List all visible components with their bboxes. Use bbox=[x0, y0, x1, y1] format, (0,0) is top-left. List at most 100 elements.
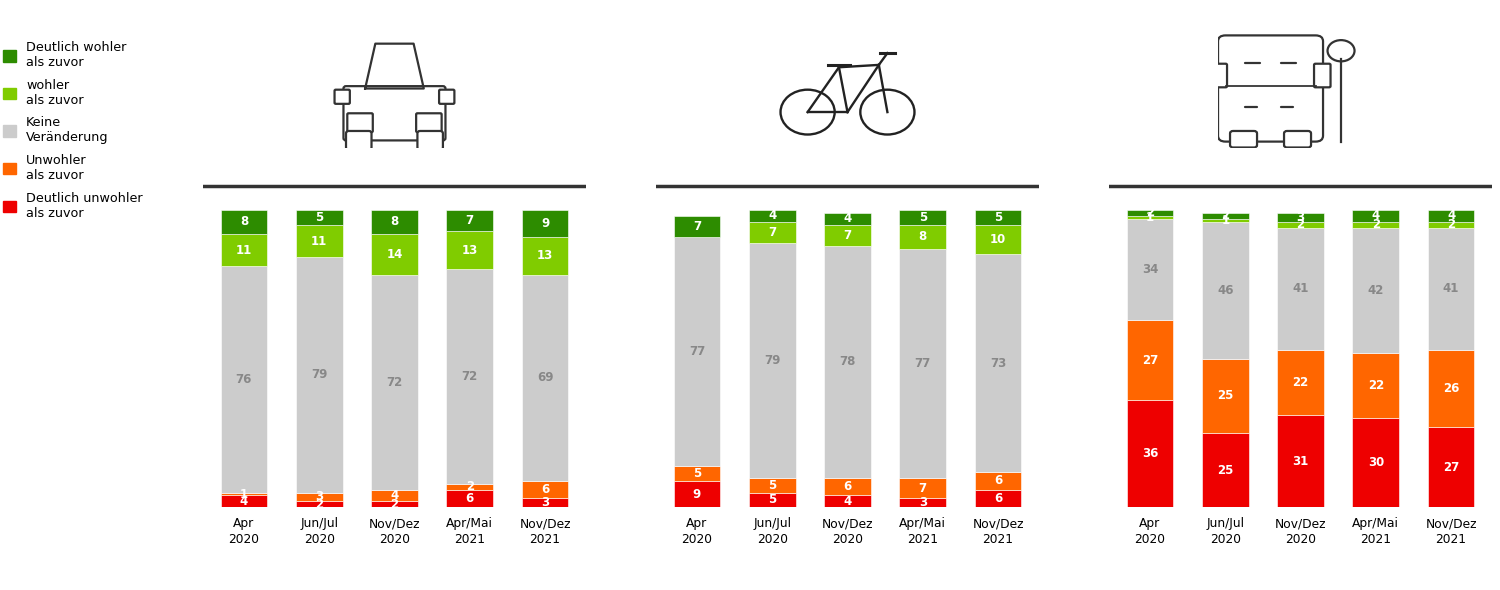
Text: 5: 5 bbox=[994, 211, 1002, 224]
Text: 77: 77 bbox=[915, 356, 932, 369]
Text: 34: 34 bbox=[1142, 263, 1158, 276]
Bar bbox=[748, 242, 795, 478]
Bar bbox=[296, 257, 342, 493]
Text: 25: 25 bbox=[1216, 464, 1233, 477]
Text: 2: 2 bbox=[1448, 218, 1455, 231]
Bar bbox=[824, 478, 872, 496]
Bar bbox=[1202, 359, 1248, 433]
Text: 2: 2 bbox=[1296, 218, 1305, 231]
Text: 4: 4 bbox=[390, 489, 399, 502]
Bar bbox=[296, 493, 342, 502]
Bar bbox=[220, 266, 267, 493]
Text: 2: 2 bbox=[315, 498, 322, 511]
Text: 2: 2 bbox=[465, 480, 474, 493]
Text: 8: 8 bbox=[390, 215, 399, 228]
Bar bbox=[1428, 427, 1474, 507]
Bar bbox=[1428, 210, 1474, 222]
Bar bbox=[370, 276, 419, 490]
FancyBboxPatch shape bbox=[416, 113, 441, 132]
Text: 7: 7 bbox=[918, 481, 927, 494]
Text: 14: 14 bbox=[387, 248, 402, 261]
Text: 27: 27 bbox=[1142, 353, 1158, 366]
Bar bbox=[1276, 228, 1324, 350]
Text: 22: 22 bbox=[1293, 376, 1308, 389]
Bar bbox=[1353, 222, 1400, 228]
Bar bbox=[900, 225, 946, 248]
Text: 6: 6 bbox=[542, 483, 549, 496]
Text: 79: 79 bbox=[310, 369, 327, 382]
Text: 4: 4 bbox=[843, 495, 852, 508]
Bar bbox=[522, 276, 568, 481]
Text: 8: 8 bbox=[918, 230, 927, 243]
Text: 8: 8 bbox=[240, 215, 248, 228]
Bar bbox=[370, 234, 419, 276]
Bar bbox=[975, 490, 1022, 507]
Text: 2: 2 bbox=[1372, 218, 1380, 231]
Text: 72: 72 bbox=[387, 376, 402, 389]
Bar bbox=[370, 210, 419, 234]
Bar bbox=[296, 210, 342, 225]
Text: 9: 9 bbox=[542, 217, 549, 230]
FancyBboxPatch shape bbox=[334, 90, 350, 104]
Bar bbox=[1126, 216, 1173, 219]
Text: 1: 1 bbox=[1221, 214, 1230, 227]
Text: 25: 25 bbox=[1216, 389, 1233, 402]
FancyBboxPatch shape bbox=[1210, 64, 1227, 87]
Text: 6: 6 bbox=[994, 492, 1002, 505]
Text: 69: 69 bbox=[537, 372, 554, 385]
Bar bbox=[296, 225, 342, 257]
Bar bbox=[900, 248, 946, 478]
Bar bbox=[975, 471, 1022, 490]
Text: 22: 22 bbox=[1368, 379, 1384, 392]
Bar bbox=[900, 478, 946, 499]
Text: 4: 4 bbox=[240, 495, 248, 508]
FancyBboxPatch shape bbox=[348, 113, 374, 132]
Bar bbox=[447, 210, 494, 231]
Text: 72: 72 bbox=[462, 370, 478, 383]
Text: 5: 5 bbox=[918, 211, 927, 224]
Text: 6: 6 bbox=[465, 492, 474, 505]
Text: 11: 11 bbox=[236, 244, 252, 257]
Text: 3: 3 bbox=[315, 490, 322, 503]
Text: 4: 4 bbox=[1371, 209, 1380, 222]
Bar bbox=[1428, 350, 1474, 427]
Bar bbox=[522, 481, 568, 499]
Text: 6: 6 bbox=[994, 474, 1002, 487]
Text: 2: 2 bbox=[1146, 206, 1154, 219]
Text: 3: 3 bbox=[542, 496, 549, 509]
Text: 5: 5 bbox=[768, 478, 777, 491]
Text: 7: 7 bbox=[843, 229, 852, 242]
Bar bbox=[1126, 320, 1173, 400]
Bar bbox=[748, 478, 795, 493]
Text: 42: 42 bbox=[1368, 284, 1384, 297]
Bar bbox=[1276, 415, 1324, 507]
Bar bbox=[824, 496, 872, 507]
Bar bbox=[1126, 219, 1173, 320]
Text: 2: 2 bbox=[390, 498, 399, 511]
Bar bbox=[975, 225, 1022, 254]
FancyBboxPatch shape bbox=[440, 90, 454, 104]
Text: 7: 7 bbox=[768, 225, 777, 238]
Text: 10: 10 bbox=[990, 233, 1006, 246]
Bar bbox=[1276, 213, 1324, 222]
FancyBboxPatch shape bbox=[417, 131, 442, 150]
Text: 6: 6 bbox=[843, 480, 852, 493]
Legend: Deutlich wohler
als zuvor, wohler
als zuvor, Keine
Veränderung, Unwohler
als zuv: Deutlich wohler als zuvor, wohler als zu… bbox=[3, 41, 142, 219]
Bar bbox=[1428, 222, 1474, 228]
Text: 77: 77 bbox=[688, 345, 705, 358]
Bar bbox=[1276, 222, 1324, 228]
Text: 4: 4 bbox=[1448, 209, 1455, 222]
Bar bbox=[370, 502, 419, 507]
FancyBboxPatch shape bbox=[344, 86, 446, 140]
Bar bbox=[1202, 433, 1248, 507]
Bar bbox=[674, 481, 720, 507]
Text: 5: 5 bbox=[693, 467, 700, 480]
FancyBboxPatch shape bbox=[1284, 131, 1311, 148]
Bar bbox=[447, 484, 494, 490]
Bar bbox=[975, 210, 1022, 225]
Bar bbox=[522, 237, 568, 276]
Bar bbox=[522, 499, 568, 507]
Bar bbox=[824, 213, 872, 225]
Bar bbox=[220, 496, 267, 507]
Bar bbox=[220, 234, 267, 266]
